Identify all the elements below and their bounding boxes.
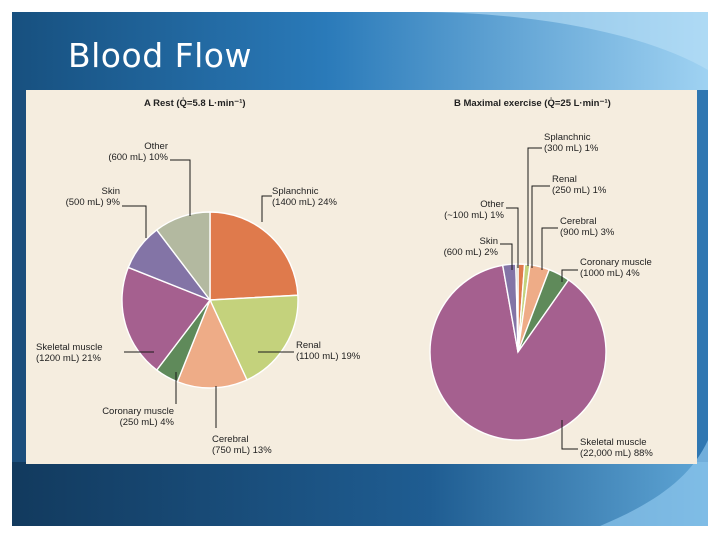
frame-top-shape: [12, 12, 708, 95]
pie-a-slice-renal: [208, 294, 299, 381]
pie-b-value-skeletal-muscle: (22,000 mL) 88%: [580, 448, 653, 459]
pie-a-label-skeletal-muscle: Skeletal muscle: [36, 342, 103, 353]
pie-b-slice-skeletal-muscle: [429, 264, 607, 441]
pie-a-value-coronary-muscle: (250 mL) 4%: [120, 417, 175, 428]
pie-b-label-skin: Skin: [480, 236, 498, 247]
pie-b-leader-skeletal-muscle: [561, 420, 578, 450]
pie-a-slice-cerebral: [176, 298, 248, 389]
pie-b-leader-cerebral: [541, 227, 558, 270]
pie-a-value-renal: (1100 mL) 19%: [296, 351, 361, 362]
pie-a-value-skeletal-muscle: (1200 mL) 21%: [36, 353, 102, 364]
pie-a-slice-splanchnic: [209, 211, 299, 301]
pie-b-label-other: Other: [480, 199, 504, 210]
pie-b-value-renal: (250 mL) 1%: [552, 185, 607, 196]
chart-a-title: A Rest (Q̇=5.8 L·min⁻¹): [144, 98, 246, 109]
pie-b-label-skeletal-muscle: Skeletal muscle: [580, 437, 647, 448]
pie-a-slice-other: [155, 211, 211, 303]
pie-a-value-skin: (500 mL) 9%: [66, 197, 121, 208]
pie-a-leader-other: [170, 159, 191, 216]
pie-b-leader-coronary-muscle: [561, 269, 578, 282]
frame-top-swoosh: [420, 12, 708, 70]
pie-b-value-splanchnic: (300 mL) 1%: [544, 143, 599, 154]
pie-charts: A Rest (Q̇=5.8 L·min⁻¹) B Maximal exerci…: [36, 98, 653, 459]
pie-a-label-cerebral: Cerebral: [212, 434, 248, 445]
pie-a-label-splanchnic: Splanchnic: [272, 186, 319, 197]
pie-a: [121, 211, 299, 389]
callouts: Splanchnic(1400 mL) 24%Renal(1100 mL) 19…: [36, 132, 653, 459]
frame-left-edge: [12, 90, 26, 525]
pie-a-leader-skin: [122, 205, 147, 238]
frame-bottom-swoosh: [600, 440, 708, 526]
pie-a-value-cerebral: (750 mL) 13%: [212, 445, 272, 456]
pie-a-leader-splanchnic: [261, 195, 272, 222]
pie-a-value-splanchnic: (1400 mL) 24%: [272, 197, 338, 208]
pie-b-label-cerebral: Cerebral: [560, 216, 596, 227]
pie-b-value-other: (~100 mL) 1%: [444, 210, 504, 221]
pie-b-value-skin: (600 mL) 2%: [444, 247, 499, 258]
pie-a-label-skin: Skin: [102, 186, 120, 197]
pie-b-leader-splanchnic: [527, 147, 542, 266]
chart-figure: A Rest (Q̇=5.8 L·min⁻¹) B Maximal exerci…: [26, 90, 697, 464]
slide-title: Blood Flow: [68, 36, 252, 75]
frame-bottom-shape: [12, 462, 708, 526]
pie-b-leader-renal: [531, 185, 550, 268]
pie-b-value-coronary-muscle: (1000 mL) 4%: [580, 268, 640, 279]
pie-b-leader-skin: [500, 243, 513, 270]
pie-a-slice-skeletal-muscle: [121, 266, 212, 372]
pie-a-label-other: Other: [144, 141, 168, 152]
pie-b-label-coronary-muscle: Coronary muscle: [580, 257, 652, 268]
frame-right-edge: [697, 90, 708, 525]
pie-b-leader-other: [506, 207, 519, 268]
pie-b: [429, 263, 607, 441]
chart-b-title: B Maximal exercise (Q̇=25 L·min⁻¹): [454, 98, 611, 109]
pie-b-label-splanchnic: Splanchnic: [544, 132, 591, 143]
pie-a-label-coronary-muscle: Coronary muscle: [102, 406, 174, 417]
pie-b-label-renal: Renal: [552, 174, 577, 185]
pie-a-value-other: (600 mL) 10%: [108, 152, 168, 163]
pie-a-label-renal: Renal: [296, 340, 321, 351]
pie-b-value-cerebral: (900 mL) 3%: [560, 227, 615, 238]
